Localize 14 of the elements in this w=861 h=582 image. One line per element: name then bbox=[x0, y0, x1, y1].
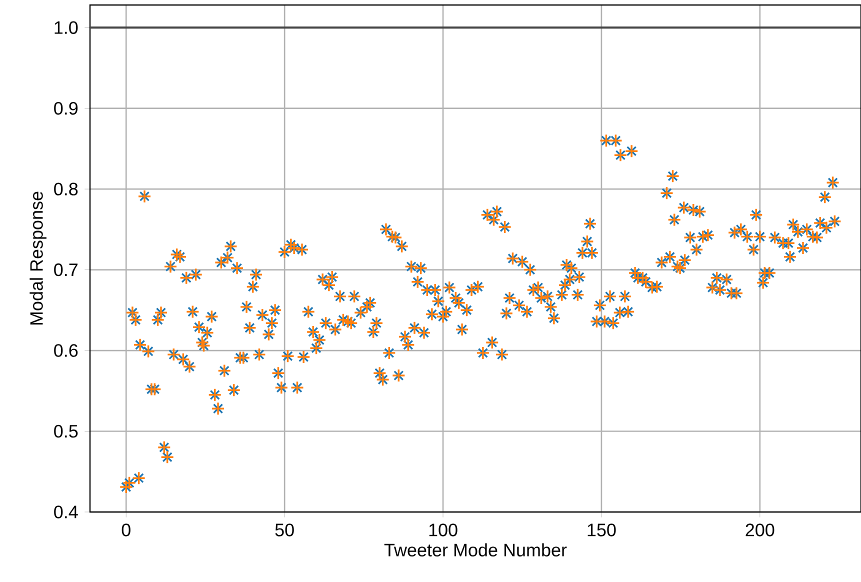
y-axis-title: Modal Response bbox=[30, 192, 46, 325]
x-tick-label: 50 bbox=[275, 524, 294, 536]
y-tick-label: 0.4 bbox=[54, 506, 78, 518]
x-axis-title: Tweeter Mode Number bbox=[384, 543, 567, 556]
y-tick-label: 0.7 bbox=[54, 263, 78, 276]
x-tick-label: 0 bbox=[122, 524, 130, 536]
x-tick-label: 150 bbox=[588, 524, 616, 536]
y-tick-label: 0.9 bbox=[54, 102, 78, 115]
y-tick-label: 1.0 bbox=[54, 21, 78, 34]
y-tick-label: 0.5 bbox=[54, 424, 78, 438]
x-tick-label: 200 bbox=[746, 524, 774, 536]
x-tick-label: 100 bbox=[429, 524, 458, 536]
y-tick-label: 0.6 bbox=[54, 344, 78, 357]
y-tick-label: 0.8 bbox=[54, 182, 78, 196]
